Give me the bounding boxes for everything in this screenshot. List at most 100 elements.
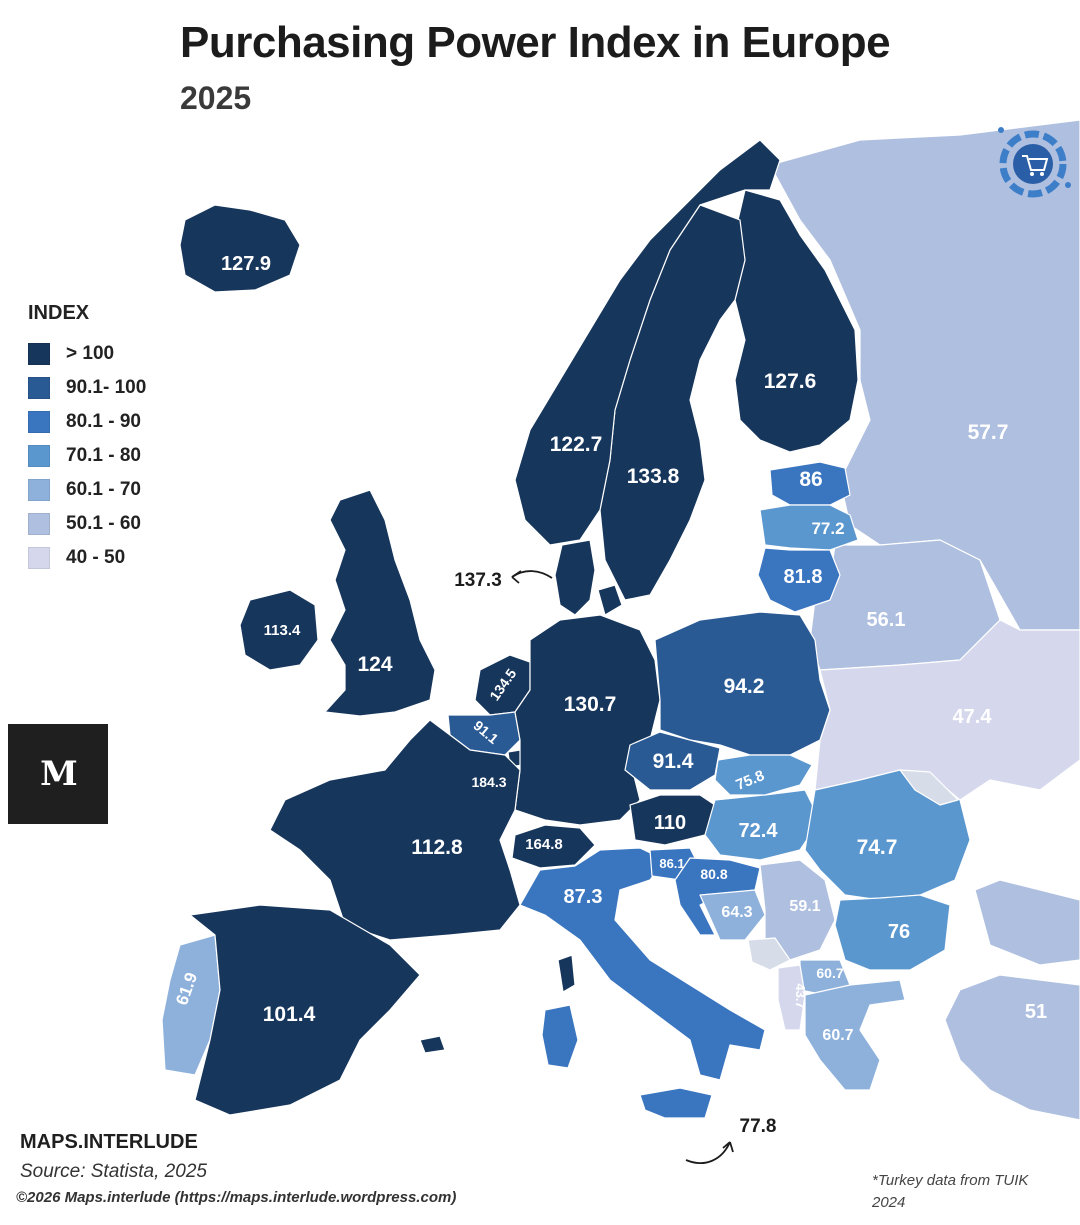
island-sicily [639, 1087, 713, 1119]
legend-item: 60.1 - 70 [28, 473, 146, 507]
label-france: 112.8 [411, 836, 463, 859]
label-spain: 101.4 [263, 1003, 316, 1026]
country-estonia [769, 461, 851, 506]
country-sweden [599, 204, 746, 601]
label-lithuania: 81.8 [784, 566, 823, 588]
island-mallorca [419, 1035, 446, 1054]
legend-swatch [28, 513, 50, 535]
label-ireland: 113.4 [264, 622, 301, 639]
brand-name: MAPS.INTERLUDE [20, 1131, 198, 1153]
island-sardinia [541, 1004, 579, 1069]
country-denmark [554, 539, 596, 616]
country-albania [777, 964, 806, 1031]
label-greece: 60.7 [822, 1027, 853, 1044]
label-albania: 43.7 [793, 983, 808, 1008]
label-north-macedonia: 60.7 [816, 965, 843, 981]
label-poland: 94.2 [724, 675, 765, 698]
legend-swatch [28, 343, 50, 365]
arrow-denmark-head [511, 570, 522, 584]
legend-item: 50.1 - 60 [28, 507, 146, 541]
country-turkey [944, 974, 1080, 1121]
label-bulgaria: 76 [888, 921, 910, 943]
label-ukraine: 47.4 [953, 706, 993, 728]
label-switzerland: 164.8 [525, 836, 563, 853]
country-poland [654, 611, 831, 756]
page-title: Purchasing Power Index in Europe [180, 18, 891, 67]
country-switzerland [511, 824, 596, 869]
country-serbia [759, 859, 836, 961]
country-russia [769, 119, 1080, 966]
country-uk [324, 489, 436, 717]
label-malta: 77.8 [740, 1116, 777, 1137]
country-bulgaria [834, 894, 951, 971]
shopping-cart-icon [998, 127, 1071, 198]
country-ireland [239, 589, 319, 671]
label-bosnia: 64.3 [721, 904, 752, 921]
arrow-malta-head [722, 1141, 734, 1153]
legend-label: 60.1 - 70 [66, 479, 141, 500]
label-slovenia: 86.1 [659, 856, 684, 871]
label-finland: 127.6 [764, 370, 817, 393]
label-estonia: 86 [799, 468, 822, 491]
country-norway [514, 139, 781, 546]
label-germany: 130.7 [564, 693, 617, 716]
country-spain [189, 904, 421, 1116]
page-subtitle: 2025 [180, 80, 252, 116]
label-luxembourg: 184.3 [471, 774, 506, 790]
country-france [269, 719, 521, 941]
legend-label: 70.1 - 80 [66, 445, 141, 466]
country-lithuania [757, 547, 841, 613]
label-hungary: 72.4 [739, 820, 779, 842]
legend-item: > 100 [28, 337, 146, 371]
label-italy: 87.3 [564, 886, 603, 908]
country-iceland [179, 204, 301, 293]
legend-label: 90.1- 100 [66, 377, 147, 398]
label-serbia: 59.1 [789, 898, 820, 915]
label-denmark: 137.3 [454, 570, 502, 591]
country-hungary [704, 789, 821, 861]
country-ukraine [814, 619, 1080, 801]
brand-logo: M [8, 724, 108, 824]
legend-label: 40 - 50 [66, 547, 126, 568]
label-austria: 110 [654, 812, 686, 834]
legend-swatch [28, 547, 50, 569]
country-montenegro [747, 937, 791, 971]
label-norway: 122.7 [550, 433, 603, 456]
legend-label: > 100 [66, 343, 115, 364]
country-croatia [674, 857, 761, 936]
country-czechia [624, 731, 721, 791]
label-belarus: 56.1 [867, 609, 906, 631]
legend-item: 80.1 - 90 [28, 405, 146, 439]
legend-item: 40 - 50 [28, 541, 146, 575]
label-turkey: 51 [1025, 1001, 1047, 1023]
legend-swatch [28, 377, 50, 399]
label-croatia: 80.8 [700, 866, 727, 882]
legend-swatch [28, 411, 50, 433]
legend-swatch [28, 445, 50, 467]
source-note: Source: Statista, 2025 [20, 1161, 207, 1182]
country-germany [514, 614, 661, 826]
label-russia: 57.7 [968, 421, 1009, 444]
legend-label: 50.1 - 60 [66, 513, 141, 534]
label-sweden: 133.8 [627, 465, 680, 488]
legend-title: INDEX [28, 302, 90, 324]
copyright-note: ©2026 Maps.interlude (https://maps.inter… [16, 1189, 457, 1206]
legend: INDEX > 100 90.1- 100 80.1 - 90 70.1 - 8… [28, 302, 146, 575]
label-czechia: 91.4 [653, 750, 694, 773]
country-slovakia [714, 754, 813, 796]
legend-swatch [28, 479, 50, 501]
arrow-malta [685, 1141, 731, 1164]
country-latvia [759, 504, 859, 551]
legend-item: 70.1 - 80 [28, 439, 146, 473]
legend-item: 90.1- 100 [28, 371, 146, 405]
legend-label: 80.1 - 90 [66, 411, 141, 432]
island-corsica [557, 954, 576, 993]
label-iceland: 127.9 [221, 253, 271, 275]
label-romania: 74.7 [857, 836, 898, 859]
label-uk: 124 [357, 653, 392, 676]
turkey-footnote: *Turkey data from TUIK 2024 [872, 1172, 1029, 1211]
island-zealand [597, 584, 623, 616]
brand-logo-letter: M [40, 754, 78, 794]
country-greece [804, 979, 906, 1091]
